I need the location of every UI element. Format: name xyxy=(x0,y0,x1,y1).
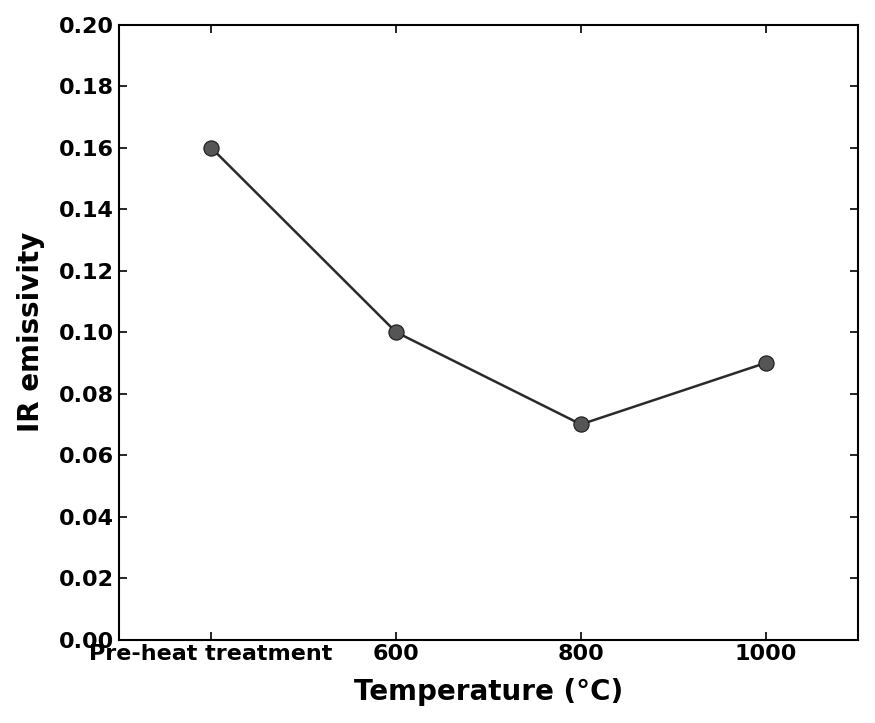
Point xyxy=(389,326,403,338)
Point xyxy=(574,419,588,430)
Point xyxy=(759,357,773,369)
Point xyxy=(204,142,218,153)
Y-axis label: IR emissivity: IR emissivity xyxy=(17,232,45,432)
X-axis label: Temperature (°C): Temperature (°C) xyxy=(354,678,623,706)
